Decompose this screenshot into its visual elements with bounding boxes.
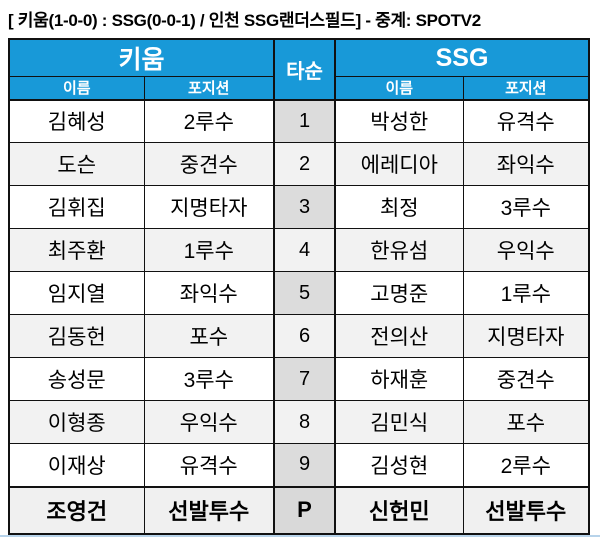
right-player-position-cell: 우익수 (462, 228, 590, 272)
order-cell: 8 (273, 400, 337, 444)
right-player-position-cell: 지명타자 (462, 314, 590, 358)
left-name-column-header: 이름 (8, 76, 145, 101)
order-cell: 2 (273, 142, 337, 186)
lineup-row: 최주환 1루수 4 한유섬 우익수 (8, 228, 590, 272)
left-player-position-cell: 중견수 (143, 142, 275, 186)
batting-order-header: 타순 (273, 38, 337, 101)
right-team-name: SSG (334, 38, 590, 77)
right-player-position-cell: 포수 (462, 400, 590, 444)
team-header-row: 키움 타순 SSG (8, 38, 590, 101)
left-player-position-cell: 1루수 (143, 228, 275, 272)
order-cell: 7 (273, 357, 337, 401)
left-player-position-cell: 좌익수 (143, 271, 275, 315)
column-header-row: 이름 포지션 이름 포지션 (8, 76, 590, 101)
left-player-position-cell: 선발투수 (143, 485, 275, 534)
right-player-name-cell: 하재훈 (334, 357, 464, 401)
lineup-row: 임지열 좌익수 5 고명준 1루수 (8, 271, 590, 315)
bottom-divider (0, 535, 600, 537)
order-cell: P (273, 485, 337, 534)
order-cell: 3 (273, 185, 337, 229)
lineup-table-header: 키움 타순 SSG 이름 포지션 이름 포지션 (8, 38, 590, 101)
left-player-name-cell: 최주환 (8, 228, 145, 272)
lineup-row: 김휘집 지명타자 3 최정 3루수 (8, 185, 590, 229)
right-player-position-cell: 2루수 (462, 443, 590, 487)
right-player-name-cell: 전의산 (334, 314, 464, 358)
lineup-row: 김혜성 2루수 1 박성한 유격수 (8, 99, 590, 143)
right-player-name-cell: 신헌민 (334, 485, 464, 534)
right-position-column-header: 포지션 (462, 76, 590, 101)
right-player-position-cell: 3루수 (462, 185, 590, 229)
lineup-table: 키움 타순 SSG 이름 포지션 이름 포지션 김혜성 2루수 1 박성한 유격수 도슨 중… (8, 38, 591, 535)
right-player-name-cell: 에레디아 (334, 142, 464, 186)
left-player-name-cell: 김동헌 (8, 314, 145, 358)
lineup-row: 김동헌 포수 6 전의산 지명타자 (8, 314, 590, 358)
order-cell: 1 (273, 99, 337, 143)
left-player-name-cell: 이재상 (8, 443, 145, 487)
order-cell: 9 (273, 443, 337, 487)
right-name-column-header: 이름 (334, 76, 464, 101)
lineup-row: 도슨 중견수 2 에레디아 좌익수 (8, 142, 590, 186)
right-player-position-cell: 선발투수 (462, 485, 590, 534)
left-player-position-cell: 우익수 (143, 400, 275, 444)
left-player-position-cell: 포수 (143, 314, 275, 358)
right-player-name-cell: 김성현 (334, 443, 464, 487)
left-player-position-cell: 3루수 (143, 357, 275, 401)
right-player-name-cell: 한유섬 (334, 228, 464, 272)
left-player-position-cell: 유격수 (143, 443, 275, 487)
left-player-position-cell: 2루수 (143, 99, 275, 143)
left-player-name-cell: 송성문 (8, 357, 145, 401)
left-player-name-cell: 김혜성 (8, 99, 145, 143)
pitcher-row: 조영건 선발투수 P 신헌민 선발투수 (8, 485, 590, 534)
right-player-name-cell: 최정 (334, 185, 464, 229)
right-player-position-cell: 중견수 (462, 357, 590, 401)
lineup-row: 송성문 3루수 7 하재훈 중견수 (8, 357, 590, 401)
right-player-position-cell: 좌익수 (462, 142, 590, 186)
matchup-title: [ 키움(1-0-0) : SSG(0-0-1) / 인천 SSG랜더스필드] … (8, 11, 481, 30)
lineup-row: 이재상 유격수 9 김성현 2루수 (8, 443, 590, 487)
left-position-column-header: 포지션 (143, 76, 275, 101)
left-team-name: 키움 (8, 38, 275, 77)
left-player-name-cell: 도슨 (8, 142, 145, 186)
right-player-name-cell: 김민식 (334, 400, 464, 444)
right-player-position-cell: 1루수 (462, 271, 590, 315)
left-player-name-cell: 조영건 (8, 485, 145, 534)
left-player-name-cell: 김휘집 (8, 185, 145, 229)
lineup-table-body: 김혜성 2루수 1 박성한 유격수 도슨 중견수 2 에레디아 좌익수 김휘집 지명타자 3 최정 3루수 최… (8, 99, 590, 534)
right-player-name-cell: 고명준 (334, 271, 464, 315)
left-player-position-cell: 지명타자 (143, 185, 275, 229)
order-cell: 4 (273, 228, 337, 272)
lineup-row: 이형종 우익수 8 김민식 포수 (8, 400, 590, 444)
right-player-position-cell: 유격수 (462, 99, 590, 143)
left-player-name-cell: 이형종 (8, 400, 145, 444)
order-cell: 5 (273, 271, 337, 315)
left-player-name-cell: 임지열 (8, 271, 145, 315)
right-player-name-cell: 박성한 (334, 99, 464, 143)
order-cell: 6 (273, 314, 337, 358)
